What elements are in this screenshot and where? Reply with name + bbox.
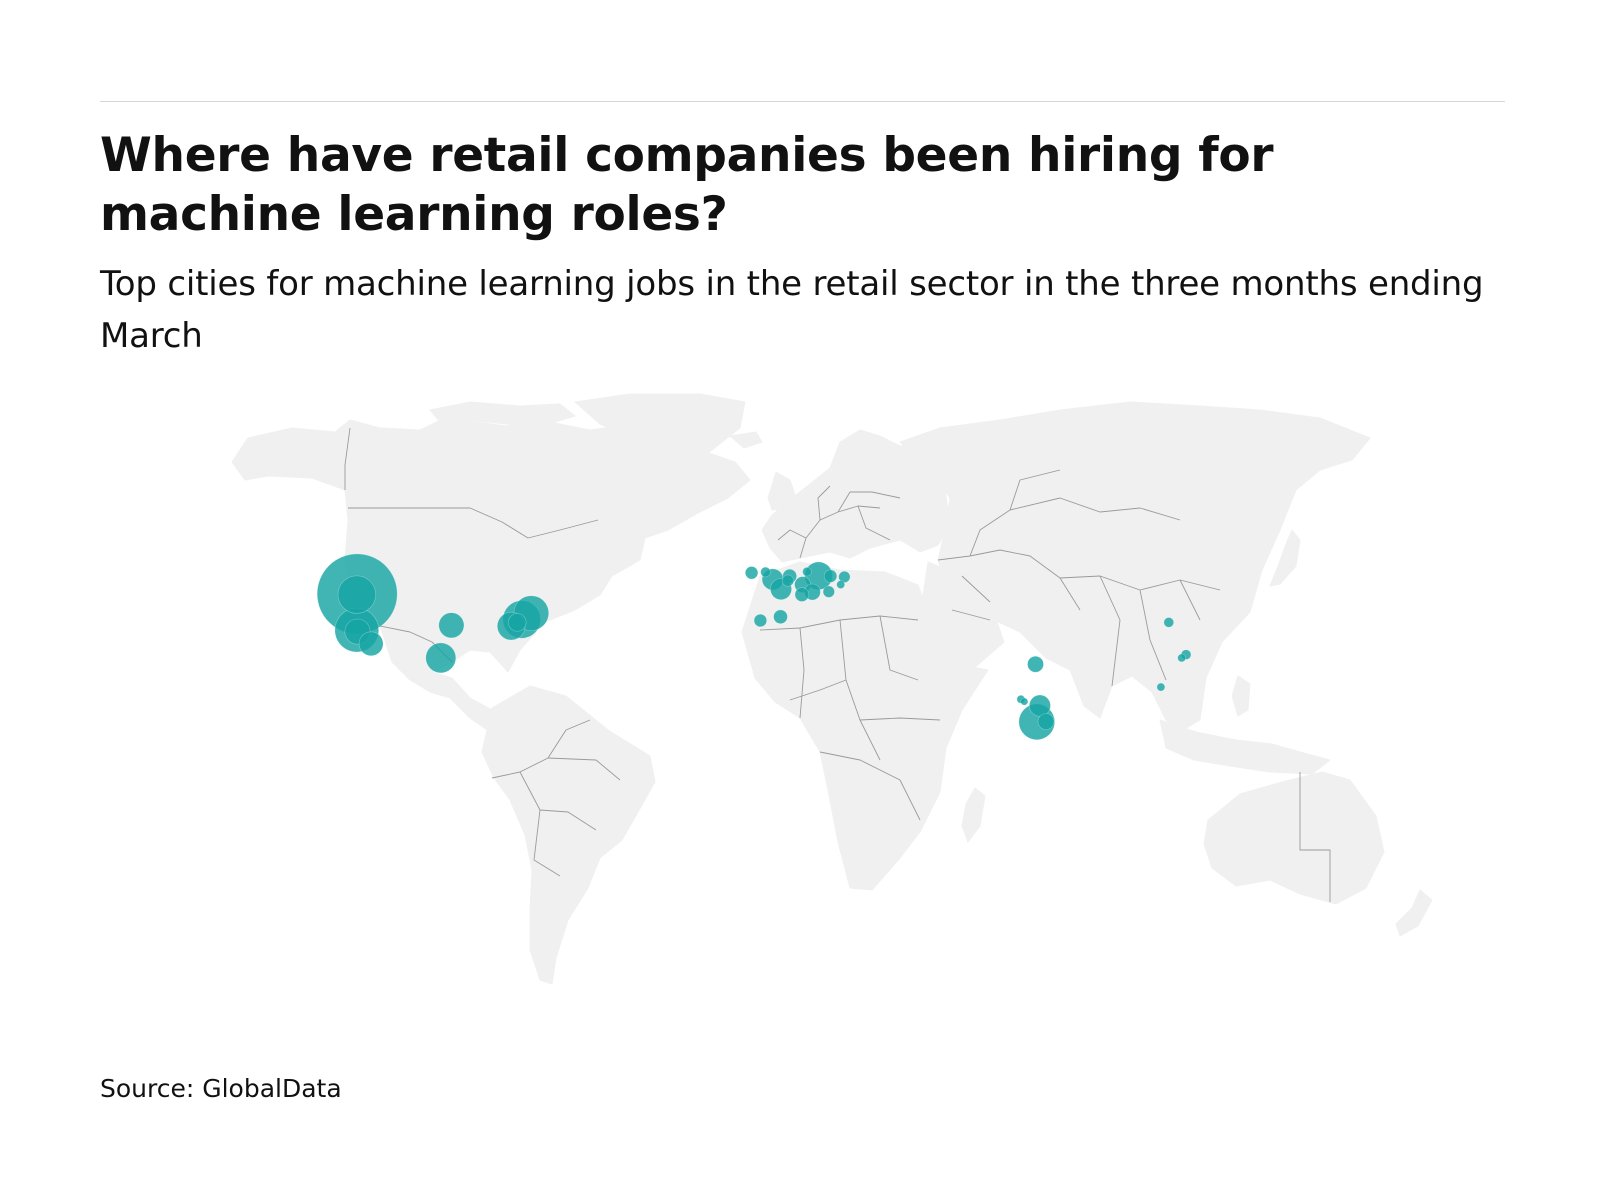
land-madagascar: [961, 787, 986, 843]
city-bubble-33: [802, 567, 812, 577]
land-africa: [741, 561, 989, 891]
world-map: [0, 380, 1600, 1020]
city-bubbles: [316, 553, 1192, 741]
city-bubble-36: [1177, 653, 1186, 663]
land-new-zealand: [1395, 889, 1433, 937]
city-bubble-19: [1027, 655, 1044, 673]
source-note: Source: GlobalData: [100, 1074, 342, 1103]
city-bubble-11: [438, 612, 465, 639]
city-bubble-3: [337, 575, 376, 614]
city-bubble-25: [753, 613, 768, 628]
border-south-america: [491, 719, 621, 877]
land-iceland: [729, 431, 763, 449]
border-middle-east: [951, 575, 991, 621]
border-africa: [759, 615, 941, 821]
chart-title: Where have retail companies been hiring …: [100, 128, 1274, 242]
land-british-isles: [767, 471, 797, 511]
land-japan: [1269, 529, 1301, 587]
city-bubble-7: [425, 642, 457, 674]
city-bubble-28: [838, 570, 851, 583]
border-alaska: [344, 427, 351, 490]
land-south-america: [481, 685, 656, 985]
border-us-canada: [348, 507, 599, 539]
border-asia: [937, 469, 1221, 687]
chart-subtitle: Top cities for machine learning jobs in …: [100, 264, 1484, 356]
city-bubble-34: [836, 580, 846, 589]
city-bubble-27: [781, 574, 794, 587]
city-bubble-30: [760, 566, 771, 578]
city-bubble-15: [1029, 694, 1051, 717]
border-australia: [1299, 772, 1331, 902]
city-bubble-29: [822, 585, 835, 598]
city-bubble-21: [773, 609, 788, 625]
city-bubble-38: [1020, 697, 1029, 706]
land-australia: [1203, 771, 1385, 905]
land-greenland: [574, 393, 746, 481]
top-divider: [100, 101, 1505, 102]
land-indonesia: [1159, 719, 1331, 775]
city-bubble-12: [358, 631, 384, 657]
city-bubble-26: [823, 569, 838, 583]
land-philippines: [1231, 675, 1251, 717]
border-layer: [344, 427, 1331, 902]
world-map-svg: [231, 393, 1433, 985]
city-bubble-20: [1037, 713, 1055, 730]
city-bubble-23: [794, 587, 810, 602]
city-bubble-37: [1156, 682, 1166, 692]
city-bubble-16: [508, 613, 527, 632]
land-arctic-islands: [429, 401, 576, 425]
city-bubble-24: [744, 566, 759, 580]
city-bubble-31: [1163, 617, 1175, 628]
border-europe: [777, 485, 901, 559]
land-layer: [231, 393, 1433, 985]
